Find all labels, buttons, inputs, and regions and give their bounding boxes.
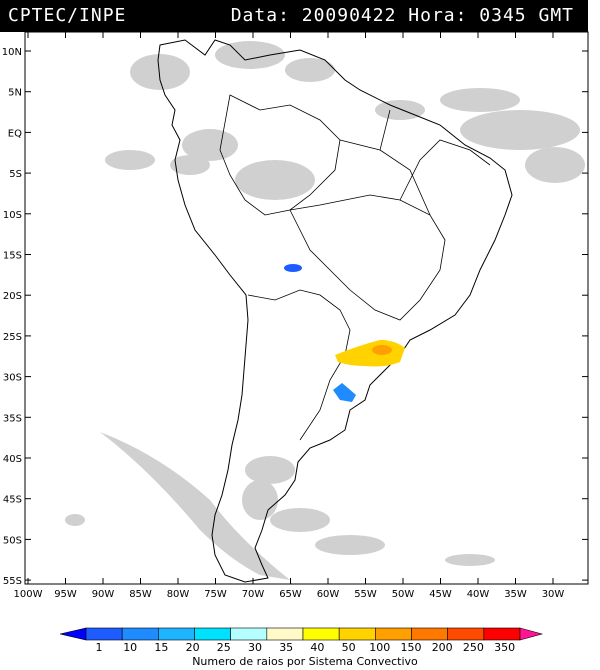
colorbar-swatch [375,627,412,641]
colorbar-label: 35 [279,641,293,654]
datetime-label: Data: 20090422 Hora: 0345 GMT [230,5,574,26]
lon-tick-label: 30W [542,589,565,600]
lat-tick-label: 45S [3,495,22,506]
colorbar-arrow-left [59,627,87,641]
lon-tick-label: 45W [429,589,452,600]
lat-tick-label: 10N [2,47,22,58]
cluster-bolivia [284,264,302,272]
colorbar-label: 150 [401,641,422,654]
lon-tick-label: 60W [317,589,340,600]
lat-tick-label: 50S [3,535,22,546]
colorbar-swatch [230,627,268,641]
lat-tick-label: 5N [8,88,22,99]
source-label: CPTEC/INPE [8,5,127,26]
lon-tick-label: 65W [279,589,302,600]
colorbar-label: 250 [463,641,484,654]
colorbar-label: 100 [369,641,390,654]
colorbar: 1 10 15 20 25 30 35 40 50 100 150 200 250 350 [59,627,544,654]
colorbar-swatch [411,627,448,641]
lat-tick-label: 15S [3,251,22,262]
colorbar-swatch [483,627,521,641]
lightning-clusters [284,264,405,402]
lat-tick-label: 5S [9,169,22,180]
colorbar-swatch [121,627,159,641]
coastline [157,39,513,583]
header-bar: CPTEC/INPE Data: 20090422 Hora: 0345 GMT [0,0,588,32]
colorbar-label: 350 [494,641,515,654]
lat-tick-label: 55S [3,576,22,587]
colorbar-swatch [266,627,304,641]
lon-tick-label: 100W [14,589,43,600]
cluster-south-brazil [335,340,405,367]
colorbar-label: 200 [432,641,453,654]
map-frame [24,31,589,585]
colorbar-label: 40 [310,641,324,654]
lon-tick-label: 95W [54,589,77,600]
lon-tick-label: 55W [354,589,377,600]
lat-tick-label: 30S [3,373,22,384]
colorbar-label: 15 [154,641,168,654]
lon-tick-label: 85W [129,589,152,600]
colorbar-label: 20 [186,641,200,654]
colorbar-arrow-right [519,627,544,641]
colorbar-swatch [158,627,195,641]
lon-tick-label: 80W [167,589,190,600]
lon-tick-label: 50W [392,589,415,600]
lat-tick-label: 20S [3,291,22,302]
lon-tick-label: 90W [92,589,115,600]
longitude-axis: 100W 95W 90W 85W 80W 75W 70W 65W 60W 55W 50W 45W 40W… [14,32,565,600]
colorbar-swatch [85,627,123,641]
lat-tick-label: 40S [3,454,22,465]
colorbar-swatch [447,627,485,641]
lon-tick-label: 70W [242,589,265,600]
cloud-cover [65,41,585,580]
colorbar-title: Numero de raios por Sistema Convectivo [192,655,418,668]
lon-tick-label: 75W [204,589,227,600]
colorbar-swatch [302,627,340,641]
colorbar-label: 50 [342,641,356,654]
colorbar-label: 25 [217,641,231,654]
lat-tick-label: 25S [3,332,22,343]
cluster-uruguay [333,383,356,402]
latitude-axis: 10N 5N EQ 5S 10S 15S 20S 25S 30S 35S 40S 45S 50S 55S [2,47,588,587]
cluster-south-brazil-core [372,345,392,355]
lat-tick-label: 35S [3,413,22,424]
lat-tick-label: 10S [3,210,22,221]
lon-tick-label: 35W [504,589,527,600]
colorbar-swatch [338,627,376,641]
lon-tick-label: 40W [467,589,490,600]
colorbar-swatch [194,627,231,641]
colorbar-label: 1 [96,641,103,654]
colorbar-label: 10 [123,641,137,654]
lat-tick-label: EQ [8,128,22,139]
colorbar-label: 30 [248,641,262,654]
